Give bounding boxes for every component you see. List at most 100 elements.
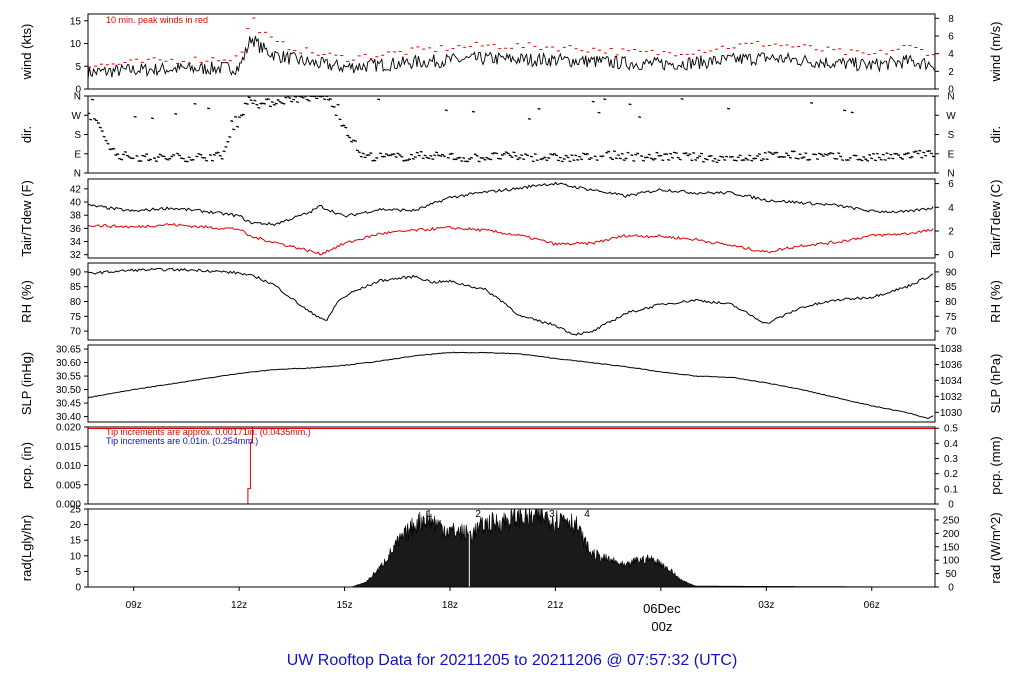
wind-direction-mark xyxy=(266,98,271,100)
wind-direction-mark xyxy=(841,159,845,161)
wind-direction-mark xyxy=(481,157,485,159)
right-ticks-temp: 0 2 4 6 xyxy=(935,179,954,261)
left-axis-label-temp: Tair/Tdew (F) xyxy=(19,180,34,257)
wind-direction-mark xyxy=(444,109,448,112)
wind-direction-mark xyxy=(611,158,615,161)
wind-direction-mark xyxy=(556,159,560,162)
right-tick-label: 6 xyxy=(948,179,954,190)
left-tick-label: 0 xyxy=(75,583,81,594)
wind-direction-mark xyxy=(705,158,709,161)
wind-direction-mark xyxy=(172,154,176,156)
wind-direction-mark xyxy=(554,154,559,157)
wind-direction-mark xyxy=(91,98,95,101)
left-tick-label: N xyxy=(74,169,81,180)
left-tick-label: 0.005 xyxy=(56,480,81,491)
wind-direction-mark xyxy=(688,153,692,156)
wind-direction-mark xyxy=(711,160,715,162)
wind-direction-mark xyxy=(241,113,245,116)
wind-direction-mark xyxy=(806,159,810,161)
wind-direction-mark xyxy=(881,153,885,156)
wind-direction-mark xyxy=(808,158,812,161)
panel-rad: 1 2 3 40510152025050100150200250rad(Lgly/hr… xyxy=(19,505,1003,594)
wind-direction-mark xyxy=(162,155,166,158)
wind-direction-mark xyxy=(94,119,98,122)
right-tick-label: 0.5 xyxy=(944,424,958,435)
wind-direction-mark xyxy=(885,152,889,155)
wind-direction-mark xyxy=(477,160,481,163)
wind-direction-mark xyxy=(483,158,487,161)
wind-direction-mark xyxy=(665,153,669,155)
x-axis: 09z 12z 15z 18z 21z 03z 06z 06Dec 00z xyxy=(126,587,880,634)
wind-direction-mark xyxy=(514,154,518,157)
wind-direction-mark xyxy=(773,151,777,154)
wind-direction-mark xyxy=(674,151,678,154)
wind-direction-mark xyxy=(237,116,242,119)
wind-direction-mark xyxy=(222,150,226,153)
wind-direction-mark xyxy=(680,97,684,100)
right-tick-label: 1038 xyxy=(940,344,963,355)
wind-direction-mark xyxy=(775,151,779,154)
wind-direction-mark xyxy=(819,153,823,156)
wind-direction-mark xyxy=(842,109,847,112)
wind-direction-mark xyxy=(357,151,361,154)
panel-slp: 30.4030.4530.5030.5530.6030.651030103210… xyxy=(19,344,1003,423)
left-tick-label: 15 xyxy=(70,536,82,547)
left-tick-label: 0.010 xyxy=(56,461,81,472)
left-tick-label: 90 xyxy=(70,267,82,278)
wind-direction-mark xyxy=(728,156,732,158)
wind-direction-mark xyxy=(591,100,595,103)
wind-direction-mark xyxy=(384,153,388,156)
wind-direction-mark xyxy=(379,152,383,155)
wind-direction-mark xyxy=(786,154,790,157)
wind-direction-mark xyxy=(121,153,126,156)
wind-direction-mark xyxy=(108,148,112,151)
wind-direction-mark xyxy=(382,155,386,158)
wind-direction-mark xyxy=(605,151,609,154)
wind-direction-mark xyxy=(574,154,578,157)
panel-frame-dir xyxy=(87,95,936,174)
wind-direction-mark xyxy=(692,152,696,154)
wind-direction-mark xyxy=(597,111,601,114)
wind-direction-mark xyxy=(883,159,887,161)
wind-direction-mark xyxy=(116,153,120,156)
wind-direction-mark xyxy=(804,152,808,155)
wind-direction-mark xyxy=(769,152,773,154)
wind-direction-mark xyxy=(429,155,433,157)
wind-direction-mark xyxy=(390,153,394,156)
wind-direction-mark xyxy=(152,157,156,160)
wind-direction-mark xyxy=(135,155,139,157)
left-tick-label: 80 xyxy=(70,297,82,308)
wind-direction-mark xyxy=(755,155,760,157)
x-tick-label: 12z xyxy=(231,600,247,611)
wind-direction-mark xyxy=(373,159,377,162)
wind-direction-mark xyxy=(850,111,854,114)
wind-direction-mark xyxy=(106,142,110,145)
wind-direction-mark xyxy=(369,152,373,155)
wind-direction-mark xyxy=(678,158,682,161)
wind-direction-mark xyxy=(466,160,470,163)
wind-direction-mark xyxy=(889,153,893,156)
wind-direction-mark xyxy=(599,155,603,158)
wind-direction-mark xyxy=(421,157,425,160)
wind-direction-mark xyxy=(400,155,404,158)
wind-direction-mark xyxy=(257,106,261,109)
wind-direction-mark xyxy=(226,140,230,143)
wind-direction-mark xyxy=(784,152,789,155)
wind-direction-mark xyxy=(551,153,555,156)
wind-direction-mark xyxy=(895,152,899,155)
wind-direction-mark xyxy=(626,151,630,154)
wind-direction-mark xyxy=(89,118,93,121)
wind-direction-mark xyxy=(873,159,877,162)
wind-direction-mark xyxy=(139,159,143,162)
wind-direction-mark xyxy=(460,160,464,162)
wind-direction-mark xyxy=(697,155,702,158)
right-axis-label-rh: RH (%) xyxy=(988,280,1003,323)
wind-direction-mark xyxy=(667,158,671,161)
wind-direction-mark xyxy=(721,156,725,158)
right-axis-label-rad: rad (W/m^2) xyxy=(988,512,1003,583)
left-tick-label: 25 xyxy=(70,505,82,516)
wind-direction-mark xyxy=(578,155,582,158)
wind-direction-mark xyxy=(547,157,551,159)
